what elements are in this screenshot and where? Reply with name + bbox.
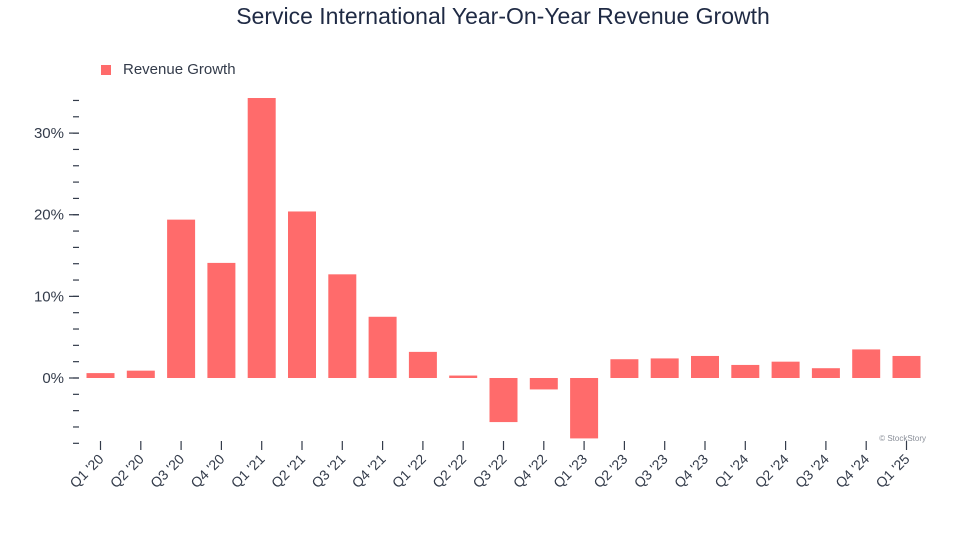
x-tick-label: Q3 '24 [792,451,832,491]
x-tick-label: Q4 '22 [510,451,550,491]
bar [529,378,558,390]
x-tick-label: Q2 '24 [752,451,792,491]
bar [771,361,800,378]
x-axis-ticks [99,441,908,450]
x-tick-label: Q1 '24 [711,451,751,491]
legend-swatch [101,65,111,75]
bar [328,274,357,378]
bars [86,98,921,439]
legend-label: Revenue Growth [123,61,236,78]
legend: Revenue Growth [101,61,236,78]
x-tick-label: Q1 '21 [228,451,268,491]
bar [288,211,316,378]
bar [368,316,397,378]
bar [126,370,155,378]
y-tick-label: 10% [34,288,64,305]
x-tick-label: Q3 '21 [308,451,348,491]
credit-text: © StockStory [879,434,926,443]
bar [852,349,881,378]
x-tick-label: Q1 '23 [550,451,590,491]
x-tick-label: Q2 '22 [429,451,469,491]
x-tick-label: Q2 '20 [107,451,147,491]
x-tick-label: Q3 '22 [469,451,509,491]
bar [650,358,679,378]
x-tick-label: Q3 '23 [631,451,671,491]
bar [408,351,437,378]
bar [811,368,840,378]
y-axis-labels: 0% 10% 20% 30% [34,125,79,387]
bar [731,364,760,378]
x-tick-label: Q4 '23 [671,451,711,491]
bar [207,262,236,378]
x-tick-label: Q2 '23 [590,451,630,491]
y-tick-label: 20% [34,207,64,224]
y-tick-label: 0% [42,370,64,387]
bar [167,219,196,378]
x-tick-label: Q2 '21 [268,451,308,491]
bar [610,359,639,378]
x-axis-labels: Q1 '20 Q2 '20 Q3 '20 Q4 '20 Q1 '21 Q2 '21 Q3 '… [66,451,912,491]
bar [892,355,921,378]
x-tick-label: Q4 '24 [832,451,872,491]
chart-title: Service International Year-On-Year Reven… [236,3,770,29]
x-tick-label: Q4 '20 [187,451,227,491]
x-tick-label: Q3 '20 [147,451,187,491]
bar [247,98,276,379]
y-tick-label: 30% [34,125,64,142]
bar [570,378,599,439]
bar [86,373,115,378]
x-tick-label: Q1 '22 [389,451,429,491]
y-axis-minor-ticks [73,99,79,444]
bar [691,355,719,378]
x-tick-label: Q1 '20 [66,451,106,491]
x-tick-label: Q1 '25 [872,451,912,491]
x-tick-label: Q4 '21 [349,451,389,491]
bar [489,378,518,423]
bar [449,375,478,378]
